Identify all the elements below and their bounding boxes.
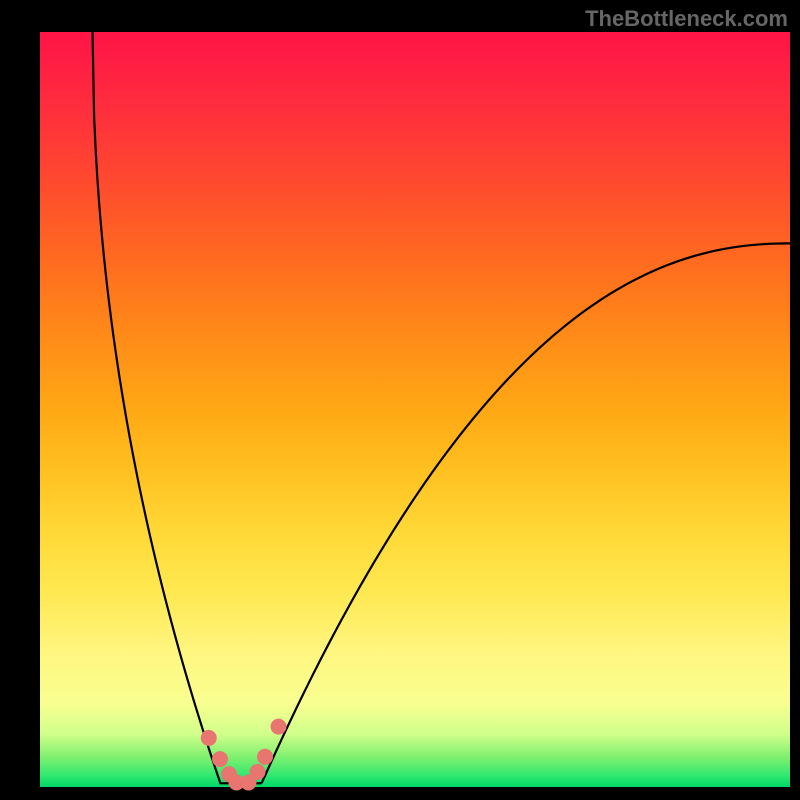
marker-point: [271, 719, 287, 735]
marker-point: [212, 751, 228, 767]
bottleneck-chart: [0, 0, 800, 800]
marker-point: [250, 764, 266, 780]
marker-point: [257, 749, 273, 765]
gradient-plot-area: [40, 32, 790, 787]
chart-container: TheBottleneck.com: [0, 0, 800, 800]
watermark-text: TheBottleneck.com: [585, 6, 788, 32]
marker-point: [201, 730, 217, 746]
